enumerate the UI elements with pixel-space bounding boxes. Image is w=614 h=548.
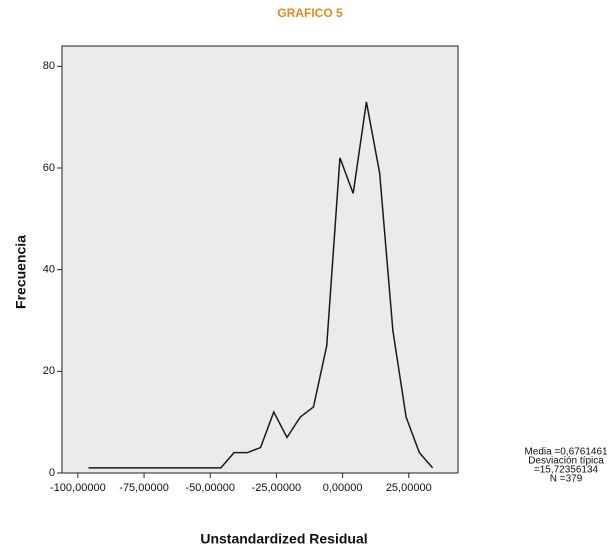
y-tick-label: 20: [43, 365, 55, 377]
x-tick-label: 0,00000: [323, 482, 363, 494]
y-tick-label: 0: [49, 467, 55, 479]
x-tick-label: -75,00000: [119, 482, 169, 494]
y-tick-label: 80: [43, 60, 55, 72]
stats-note: Desviación típica: [528, 456, 604, 467]
chart-title: GRAFICO 5: [277, 6, 343, 20]
line-series: [88, 101, 434, 469]
stats-note: Media =0,6761461: [524, 447, 608, 458]
y-tick-label: 40: [43, 264, 55, 276]
stats-note: N =379: [550, 474, 583, 485]
plot-area: [61, 45, 459, 474]
x-tick-label: 25,00000: [386, 482, 432, 494]
x-tick-label: -50,00000: [185, 482, 235, 494]
stats-note: =15,72356134: [534, 465, 599, 476]
y-axis-title: Frecuencia: [13, 235, 29, 309]
x-tick-label: -25,00000: [252, 482, 302, 494]
x-tick-label: -100,00000: [50, 482, 106, 494]
y-tick-label: 60: [43, 162, 55, 174]
x-axis-title: Unstandardized Residual: [200, 531, 367, 547]
